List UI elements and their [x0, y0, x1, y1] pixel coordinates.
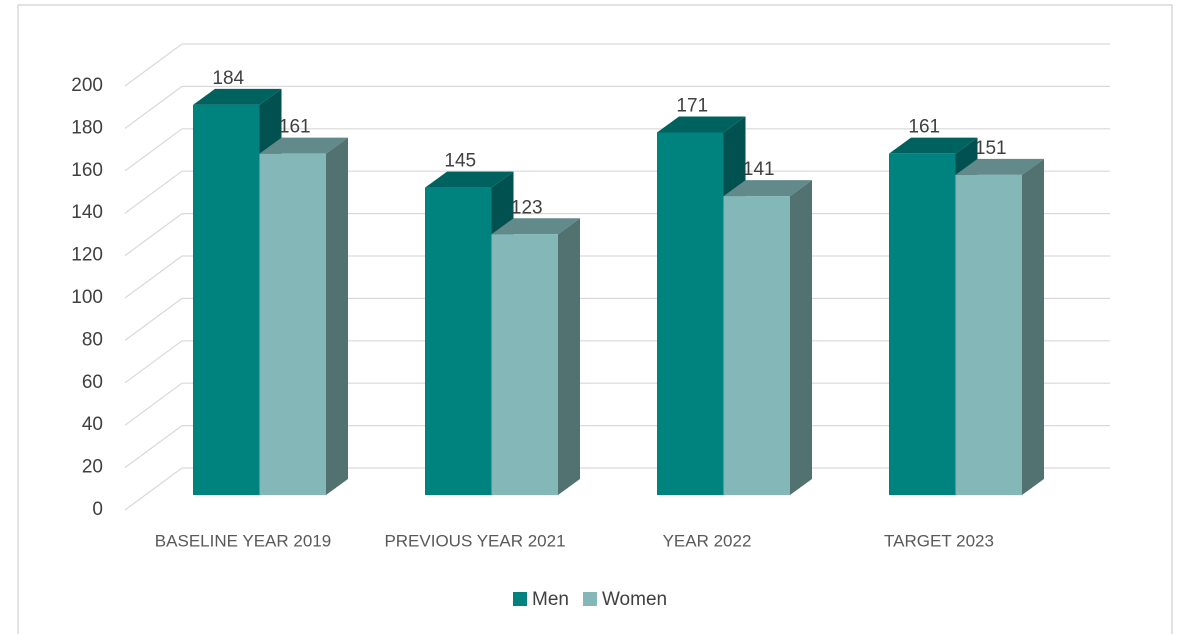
bar-top — [955, 158, 1044, 175]
grid-line — [124, 213, 183, 257]
x-tick-label: BASELINE YEAR 2019 — [155, 531, 331, 550]
y-tick-label: 120 — [71, 245, 103, 266]
bar — [723, 196, 790, 495]
value-label: 123 — [511, 197, 543, 218]
grid-line — [124, 128, 183, 172]
legend-label: Men — [532, 589, 569, 610]
grid-line — [124, 255, 183, 299]
bar — [425, 187, 492, 495]
y-tick-label: 80 — [82, 329, 103, 350]
bar-top — [889, 137, 978, 154]
bar — [491, 234, 558, 496]
grid-line — [124, 382, 183, 426]
bar — [955, 174, 1022, 495]
bar-side — [790, 180, 812, 495]
y-tick-label: 160 — [71, 160, 103, 181]
x-tick-label: YEAR 2022 — [663, 531, 752, 550]
legend-swatch — [582, 592, 597, 606]
bar — [657, 132, 724, 496]
y-tick-label: 200 — [71, 75, 103, 96]
grid-line — [124, 43, 183, 87]
bar — [259, 153, 326, 495]
bar-side — [1022, 158, 1044, 495]
bar-top — [657, 116, 746, 133]
bar-side — [326, 137, 348, 495]
y-tick-label: 20 — [82, 457, 103, 478]
legend-swatch — [513, 592, 527, 606]
y-tick-label: 40 — [82, 414, 103, 435]
value-label: 145 — [444, 151, 476, 172]
y-tick-label: 100 — [71, 287, 103, 308]
bar-top — [193, 88, 282, 105]
bar-top — [723, 180, 812, 197]
grid-line — [124, 170, 183, 214]
y-tick-label: 0 — [92, 499, 103, 520]
grid-line — [124, 340, 183, 384]
bar-side — [558, 218, 580, 496]
value-label: 171 — [676, 95, 708, 116]
value-label: 184 — [212, 68, 244, 89]
value-label: 161 — [908, 117, 940, 138]
grid-line — [124, 297, 183, 341]
y-tick-label: 140 — [71, 202, 103, 223]
bar-top — [491, 218, 580, 235]
bar — [889, 153, 956, 495]
y-tick-label: 60 — [82, 372, 103, 393]
grid-line — [124, 85, 183, 129]
value-label: 151 — [975, 138, 1007, 159]
bar-top — [425, 171, 514, 188]
x-tick-label: TARGET 2023 — [884, 531, 994, 550]
x-tick-label: PREVIOUS YEAR 2021 — [384, 531, 565, 550]
bar-top — [259, 137, 348, 154]
bar — [193, 104, 260, 496]
value-label: 141 — [743, 159, 775, 180]
legend-label: Women — [602, 589, 667, 610]
grid-line — [124, 425, 183, 469]
y-tick-label: 180 — [71, 117, 103, 138]
grid-line — [124, 467, 183, 511]
value-label: 161 — [279, 117, 311, 138]
